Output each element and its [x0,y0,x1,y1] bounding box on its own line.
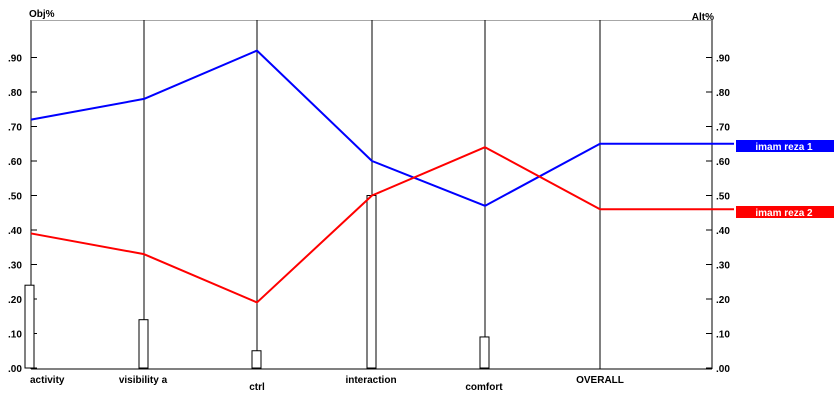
right-tick-label: .30 [716,261,730,272]
weight-bar [138,319,149,369]
left-tick-label: .00 [8,364,22,375]
weight-bar [366,195,377,369]
left-tick-label: .90 [8,54,22,65]
left-tick-label: .80 [8,88,22,99]
right-tick-label: .50 [716,192,730,203]
category-label: comfort [465,382,503,393]
category-label: ctrl [249,382,265,393]
weight-bar [24,284,35,369]
labels-layer: Obj% Alt% .00 .10 .20 .30 .40 .50 .60 .70 .80 .90 .0… [8,9,730,393]
right-tick-label: .00 [716,364,730,375]
legend-layer: imam reza 1 imam reza 2 [736,140,834,219]
left-axis-title: Obj% [29,9,55,20]
left-tick-label: .30 [8,261,22,272]
right-tick-label: .20 [716,295,730,306]
axes-layer [30,20,713,370]
right-tick-label: .70 [716,123,730,134]
category-label: OVERALL [576,375,624,386]
series-line-2 [30,146,712,304]
legend-label-1: imam reza 1 [755,142,813,153]
right-tick-label: .90 [716,54,730,65]
right-tick-label: .80 [716,88,730,99]
left-tick-label: .60 [8,157,22,168]
lines-layer [30,49,734,304]
legend-label-2: imam reza 2 [755,208,813,219]
bars-layer [24,195,490,369]
category-label: interaction [345,375,396,386]
left-tick-label: .10 [8,330,22,341]
category-label: activity [30,375,65,386]
weight-bar [251,350,262,369]
right-tick-label: .40 [716,226,730,237]
left-tick-label: .70 [8,123,22,134]
legend-box-2 [736,206,834,218]
right-axis-title: Alt% [692,12,714,23]
left-tick-label: .50 [8,192,22,203]
left-tick-label: .20 [8,295,22,306]
legend-box-1 [736,140,834,152]
weight-bar [479,336,490,369]
right-tick-label: .60 [716,157,730,168]
series-line-1 [30,49,712,207]
right-tick-label: .10 [716,330,730,341]
left-tick-label: .40 [8,226,22,237]
category-label: visibility a [119,375,168,386]
